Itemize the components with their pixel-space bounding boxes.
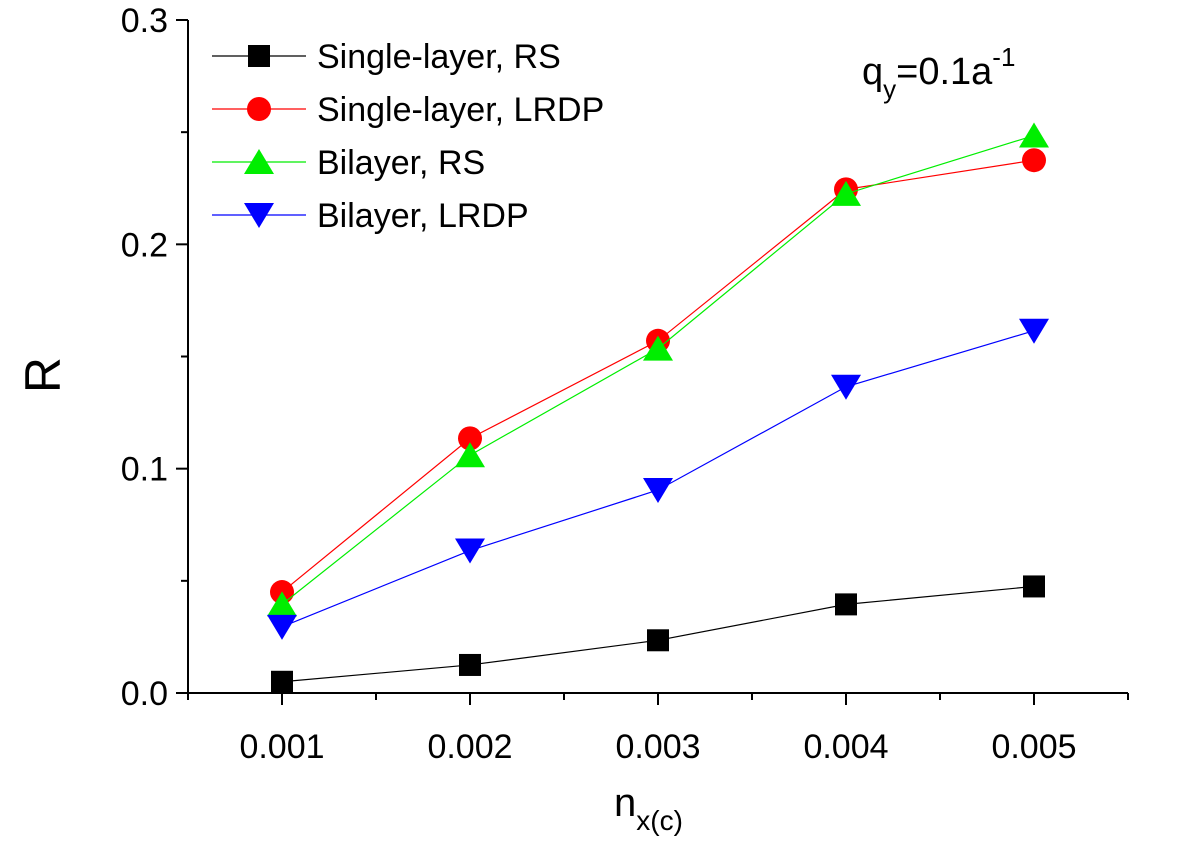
data-point — [455, 442, 485, 468]
legend-label: Single-layer, RS — [317, 38, 561, 76]
plot-axes: 0.0 0.1 0.2 0.3 0.001 0.002 0.003 0.004 0.005 — [121, 2, 1129, 766]
legend-label: Bilayer, LRDP — [317, 197, 529, 235]
series-layer — [267, 122, 1049, 693]
annotation-main: q — [862, 51, 883, 93]
x-tick-label: 0.001 — [239, 728, 324, 766]
y-tick-label: 0.2 — [121, 226, 168, 264]
axis-titles: nx(c) R — [15, 357, 683, 836]
legend-label: Bilayer, RS — [317, 144, 485, 182]
data-point — [643, 477, 673, 503]
legend: Single-layer, RS Single-layer, LRDP Bilaye… — [212, 38, 604, 235]
x-tick-label: 0.003 — [615, 728, 700, 766]
legend-item: Bilayer, LRDP — [212, 197, 529, 235]
data-point — [1019, 122, 1049, 148]
y-tick-label: 0.3 — [121, 2, 168, 40]
data-point — [267, 591, 297, 617]
y-tick-label: 0.0 — [121, 675, 168, 713]
annotation-subscript: y — [883, 74, 896, 104]
data-point — [458, 426, 482, 451]
data-point — [459, 653, 481, 676]
annotation-layer: qy=0.1a-1 — [862, 42, 1015, 104]
x-axis-title: nx(c) — [614, 781, 683, 836]
x-tick-label: 0.004 — [803, 728, 888, 766]
data-point — [271, 670, 293, 693]
legend-label: Single-layer, LRDP — [317, 91, 604, 129]
legend-item: Single-layer, RS — [212, 38, 561, 76]
annotation-middle: =0.1a — [896, 51, 993, 93]
x-tick-label: 0.002 — [427, 728, 512, 766]
annotation-qy: qy=0.1a-1 — [862, 42, 1015, 104]
data-point — [831, 374, 861, 400]
legend-item: Bilayer, RS — [212, 144, 485, 182]
data-point — [267, 614, 297, 640]
legend-item: Single-layer, LRDP — [212, 91, 604, 129]
x-axis-title-main: n — [614, 781, 636, 825]
data-point — [1019, 318, 1049, 344]
annotation-superscript: -1 — [992, 42, 1015, 72]
legend-marker — [244, 203, 274, 228]
data-point — [647, 629, 669, 652]
data-point — [831, 180, 861, 206]
series-4 — [267, 318, 1049, 640]
x-axis-title-subscript: x(c) — [636, 805, 683, 836]
data-point — [1022, 148, 1046, 173]
series-1 — [271, 575, 1045, 693]
legend-marker — [247, 97, 271, 121]
legend-marker — [248, 45, 270, 67]
y-tick-label: 0.1 — [121, 451, 168, 489]
legend-marker — [244, 149, 274, 174]
y-axis-title: R — [15, 357, 71, 393]
data-point — [455, 538, 485, 564]
data-point — [1023, 575, 1045, 598]
x-tick-label: 0.005 — [991, 728, 1076, 766]
series-3 — [267, 122, 1049, 617]
data-point — [835, 593, 857, 616]
data-point — [643, 335, 673, 361]
